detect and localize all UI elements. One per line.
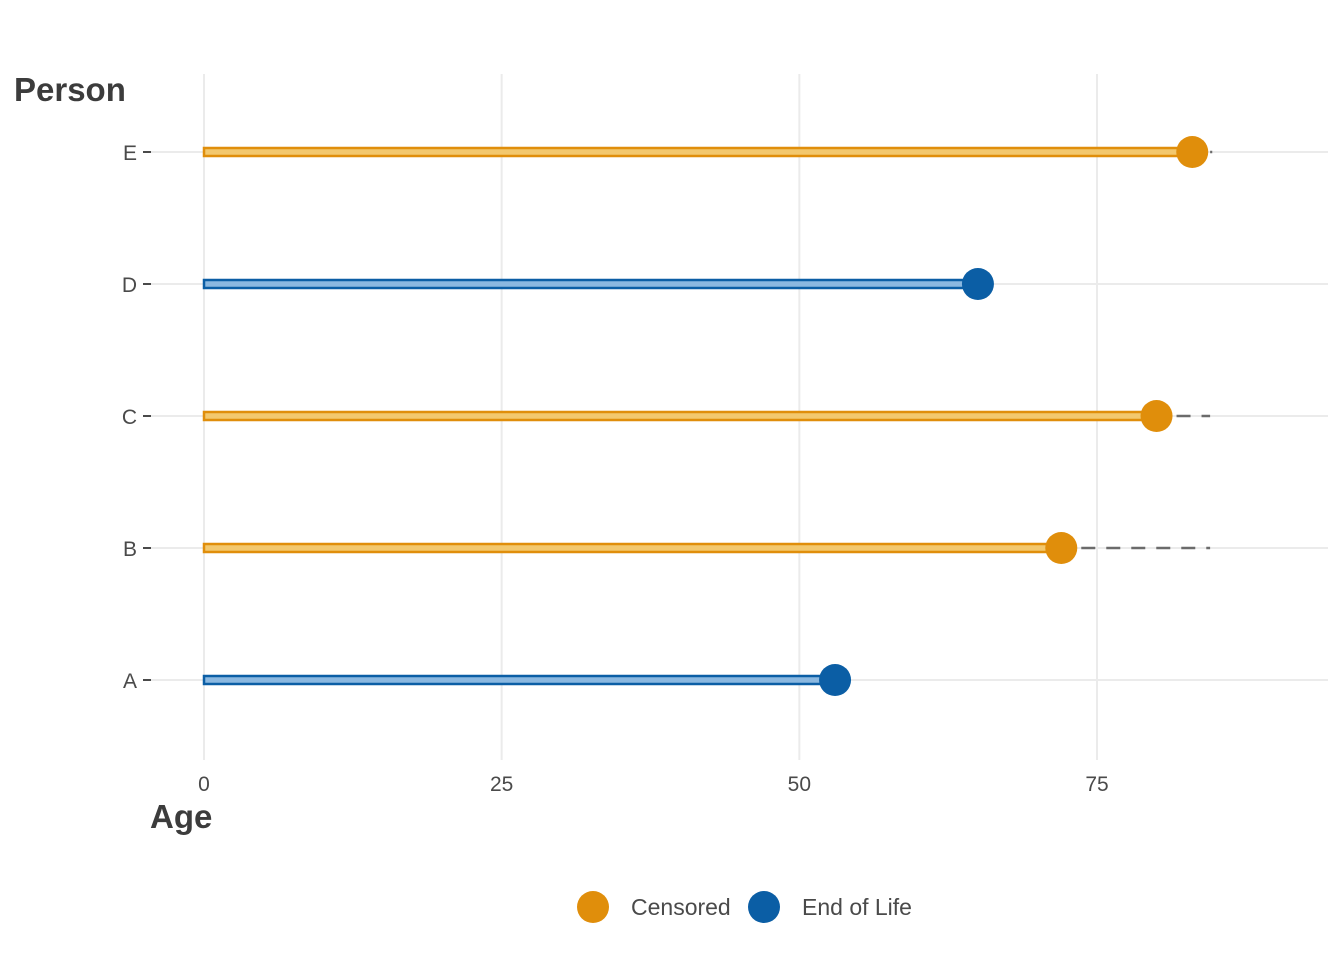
x-tick-label: 50 (788, 773, 811, 796)
event-point-A (819, 664, 852, 696)
x-axis: 0 25 50 75 (198, 773, 1109, 796)
lifeline-bar-C (202, 410, 1158, 422)
y-tick-label: D (122, 274, 137, 297)
legend: Censored End of Life (577, 891, 912, 923)
y-axis: A B C D E (122, 142, 151, 693)
event-point-C (1140, 400, 1173, 432)
x-tick-label: 25 (490, 773, 513, 796)
event-point-E (1176, 136, 1209, 168)
y-tick-label: A (123, 670, 137, 693)
y-tick-label: C (122, 406, 137, 429)
event-point-D (961, 268, 994, 300)
x-tick-label: 75 (1085, 773, 1108, 796)
legend-key-censored (577, 891, 609, 923)
lifeline-bar-B (202, 542, 1063, 554)
y-axis-title: Person (14, 71, 126, 108)
x-axis-title: Age (150, 798, 212, 835)
x-tick-label: 0 (198, 773, 210, 796)
event-point-B (1045, 532, 1078, 564)
chart-marks (202, 136, 1213, 696)
lifeline-bar-E (202, 146, 1194, 158)
lifeline-bar-A (202, 674, 837, 686)
y-tick-label: B (123, 538, 137, 561)
y-tick-label: E (123, 142, 137, 165)
legend-label: End of Life (802, 894, 912, 920)
legend-key-end-of-life (748, 891, 780, 923)
lifeline-bar-D (202, 278, 980, 290)
legend-label: Censored (631, 894, 731, 920)
